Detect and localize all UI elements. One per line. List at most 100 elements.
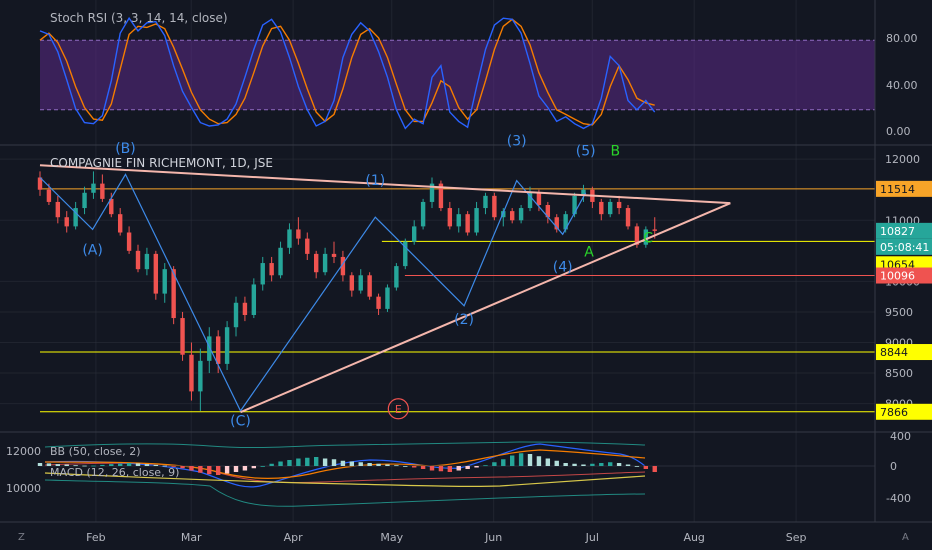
price-tick-5: 8500 (885, 367, 913, 380)
candle-body-21 (224, 327, 230, 364)
time-tick-aug: Aug (683, 531, 704, 544)
macd-bar-21 (224, 466, 230, 474)
candle-body-40 (394, 266, 399, 288)
macd-bar-22 (233, 466, 239, 472)
macd-bar-64 (607, 462, 613, 466)
candle-body-15 (171, 269, 176, 319)
candle-body-3 (64, 217, 69, 227)
macd-bar-59 (563, 463, 568, 466)
time-tick-feb: Feb (86, 531, 105, 544)
stoch-k-line (39, 16, 656, 130)
macd-bar-8 (109, 464, 114, 466)
price-badge-label-6: 7866 (880, 406, 908, 419)
elliott-wave-path (39, 173, 587, 413)
price-chart-title: COMPAGNIE FIN RICHEMONT, 1D, JSE (50, 156, 273, 170)
macd-bar-12 (144, 464, 150, 466)
time-tick-sep: Sep (786, 531, 807, 544)
price-badge-label-5: 8844 (880, 346, 908, 359)
macd-bar-23 (242, 466, 248, 471)
stoch-band (40, 40, 875, 110)
stoch-tick-40: 40.00 (886, 79, 918, 92)
macd-bar-15 (171, 466, 176, 467)
macd-bar-38 (376, 463, 381, 466)
price-badge-box-4 (876, 267, 932, 284)
time-tick-may: May (380, 531, 403, 544)
time-tick-mar: Mar (181, 531, 202, 544)
macd-bar-49 (474, 466, 479, 468)
wave-label-6: (4) (553, 260, 573, 276)
left-tick-12000: 12000 (6, 445, 41, 458)
time-axis[interactable]: Feb Mar Apr May Jun Jul Aug Sep (86, 531, 806, 544)
indicator-panel[interactable]: BB (50, close, 2) MACD (12, 26, close, 9… (6, 430, 911, 507)
wave-label-5: (3) (507, 134, 527, 150)
macd-bar-11 (135, 463, 141, 466)
wave-label-8: B (610, 144, 620, 160)
candle-body-39 (385, 287, 390, 309)
candle-body-37 (367, 275, 372, 297)
candle-body-14 (162, 269, 167, 294)
macd-bar-57 (545, 458, 551, 466)
left-tick-10000: 10000 (6, 482, 41, 495)
macd-bar-2 (55, 464, 61, 466)
macd-bar-31 (313, 457, 319, 466)
candle-body-13 (153, 253, 159, 294)
candle-body-49 (474, 208, 479, 233)
wave-label-10: C (643, 230, 653, 246)
candle-body-67 (634, 226, 640, 245)
timezone-corner-label[interactable]: Z (18, 532, 25, 543)
wave-label-4: (2) (454, 312, 474, 328)
candle-body-65 (616, 201, 622, 209)
candle-body-17 (189, 354, 194, 392)
macd-bar-28 (287, 460, 292, 466)
price-badge-box-0 (876, 180, 932, 197)
macd-bar-27 (278, 461, 283, 466)
wave-label-0: (B) (115, 141, 136, 157)
macd-bar-20 (215, 466, 221, 475)
candle-body-66 (625, 208, 631, 227)
candle-body-0 (37, 177, 43, 190)
macd-bar-25 (260, 466, 265, 467)
time-tick-jul: Jul (585, 531, 599, 544)
price-badge-label-1: 10827 (880, 225, 915, 238)
macd-bar-39 (385, 464, 390, 466)
triangle-upper-trendline (39, 164, 731, 205)
candle-body-8 (109, 198, 114, 215)
stoch-rsi-panel[interactable]: Stoch RSI (3, 3, 14, 14, close) 80.00 40… (39, 11, 918, 138)
candle-body-45 (438, 183, 444, 209)
macd-bar-65 (616, 463, 622, 466)
candle-body-35 (349, 275, 355, 291)
candle-body-42 (411, 226, 417, 242)
macd-bar-29 (296, 458, 301, 466)
macd-bar-45 (438, 466, 444, 472)
macd-bar-0 (37, 463, 43, 466)
candle-body-24 (251, 284, 257, 315)
macd-bar-43 (420, 466, 426, 469)
candle-body-69 (652, 229, 657, 231)
candle-body-1 (46, 189, 52, 202)
macd-bar-3 (64, 464, 69, 466)
candle-body-41 (403, 241, 408, 267)
auto-scale-button[interactable]: A (902, 532, 909, 543)
candle-body-60 (572, 195, 577, 215)
candle-body-23 (242, 302, 248, 315)
macd-bar-10 (126, 463, 132, 466)
macd-bar-68 (643, 466, 649, 469)
macd-bar-24 (251, 466, 257, 469)
macd-histogram (37, 453, 657, 475)
candle-body-4 (73, 208, 78, 227)
candle-body-30 (305, 238, 310, 254)
candle-body-16 (180, 318, 185, 355)
macd-bar-63 (599, 463, 604, 466)
macd-bar-7 (100, 464, 105, 466)
price-panel[interactable]: (B) (A) (C) (1) (2) (3) (4) (5) B A C E COMPAGNIE F… (37, 134, 932, 430)
macd-bar-6 (91, 465, 96, 467)
candle-body-28 (287, 229, 292, 248)
macd-bar-62 (590, 463, 595, 466)
wave-labels: (B) (A) (C) (1) (2) (3) (4) (5) B A C E (82, 134, 653, 430)
macd-bar-9 (117, 463, 123, 466)
macd-bar-26 (269, 463, 274, 466)
time-tick-apr: Apr (284, 531, 304, 544)
macd-bar-52 (501, 459, 506, 466)
bb-title: BB (50, close, 2) (50, 445, 141, 458)
